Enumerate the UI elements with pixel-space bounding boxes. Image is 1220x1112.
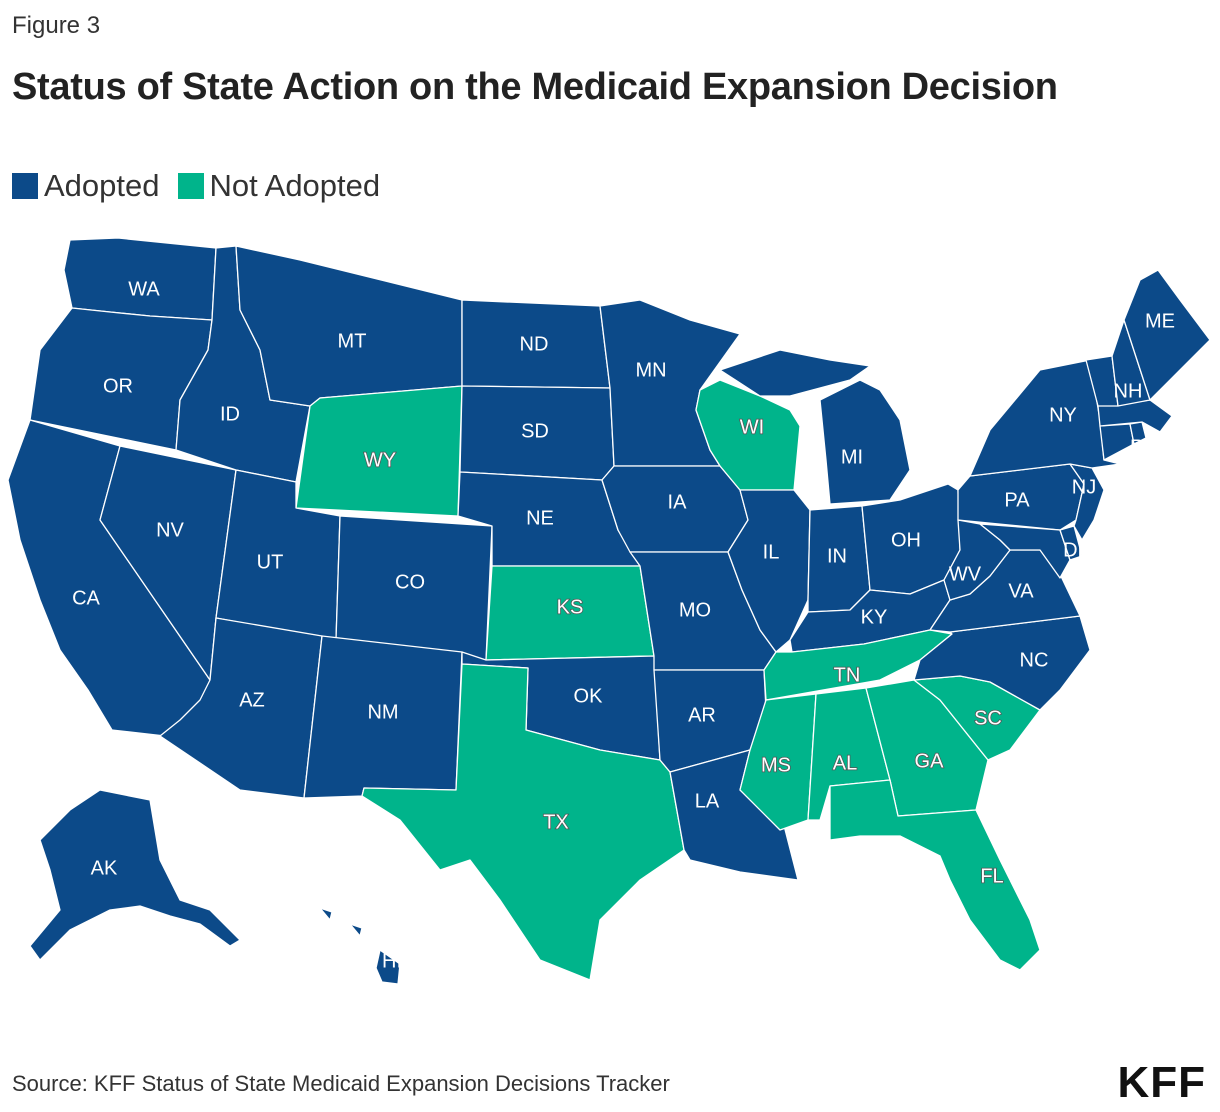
label-FL: FL <box>980 865 1003 887</box>
label-GA: GA <box>915 750 945 772</box>
label-IL: IL <box>763 541 780 563</box>
label-KS: KS <box>557 596 584 618</box>
label-TN: TN <box>834 664 861 686</box>
state-AK[interactable] <box>29 789 241 961</box>
state-MT[interactable] <box>235 245 463 407</box>
label-LA: LA <box>695 790 720 812</box>
state-FL[interactable] <box>829 779 1041 971</box>
us-map: WA OR CA NV ID MT WY UT AZ CO NM ND SD N… <box>7 237 1211 985</box>
label-WI: WI <box>740 416 764 438</box>
label-MO: MO <box>679 599 711 621</box>
label-MS: MS <box>761 754 791 776</box>
label-NM: NM <box>367 701 398 723</box>
legend-item-adopted: Adopted <box>12 168 160 204</box>
label-SC: SC <box>974 707 1002 729</box>
label-DE: DE <box>1063 539 1091 561</box>
label-UT: UT <box>257 551 284 573</box>
label-IN: IN <box>827 545 847 567</box>
label-VA: VA <box>1008 580 1034 602</box>
label-AK: AK <box>91 857 118 879</box>
state-MI[interactable] <box>719 349 911 505</box>
label-SD: SD <box>521 420 549 442</box>
legend-swatch-adopted <box>12 173 38 199</box>
label-NV: NV <box>156 519 184 541</box>
label-NJ: NJ <box>1072 476 1096 498</box>
state-CT[interactable] <box>1099 423 1135 461</box>
kff-logo: KFF <box>1117 1058 1206 1107</box>
label-NH: NH <box>1114 380 1143 402</box>
label-OK: OK <box>574 685 604 707</box>
label-NY: NY <box>1049 404 1077 426</box>
label-MI: MI <box>841 446 863 468</box>
source-note: Source: KFF Status of State Medicaid Exp… <box>12 1071 670 1096</box>
label-AL: AL <box>833 752 857 774</box>
label-PA: PA <box>1004 489 1030 511</box>
state-HI[interactable] <box>319 907 401 985</box>
label-WV: WV <box>949 563 982 585</box>
label-CA: CA <box>72 587 100 609</box>
label-HI: HI <box>382 950 402 972</box>
label-WY: WY <box>364 449 396 471</box>
label-CO: CO <box>395 571 425 593</box>
state-ME[interactable] <box>1123 269 1211 401</box>
chart-title: Status of State Action on the Medicaid E… <box>12 66 1058 108</box>
label-OR: OR <box>103 375 133 397</box>
state-DE[interactable] <box>1059 525 1083 561</box>
label-AZ: AZ <box>239 689 265 711</box>
label-OH: OH <box>891 529 921 551</box>
label-NE: NE <box>526 507 554 529</box>
legend-swatch-not-adopted <box>177 173 204 199</box>
figure-label: Figure 3 <box>12 12 101 39</box>
legend-label-not-adopted: Not Adopted <box>209 168 381 203</box>
legend-item-not-adopted: Not Adopted <box>177 168 381 204</box>
label-ND: ND <box>520 333 549 355</box>
label-ME: ME <box>1145 310 1175 332</box>
label-RI: RI <box>1130 436 1150 458</box>
label-WA: WA <box>128 278 160 300</box>
state-NC[interactable] <box>913 615 1091 711</box>
state-TX[interactable] <box>361 663 685 981</box>
label-KY: KY <box>861 606 888 628</box>
label-ID: ID <box>220 403 240 425</box>
state-NJ[interactable] <box>1069 463 1105 541</box>
label-NC: NC <box>1020 649 1049 671</box>
legend-label-adopted: Adopted <box>44 168 160 203</box>
state-labels: WA OR CA NV ID MT WY UT AZ CO NM ND SD N… <box>72 278 1175 972</box>
label-IA: IA <box>668 491 688 513</box>
label-TX: TX <box>543 811 569 833</box>
legend: Adopted Not Adopted <box>12 168 398 204</box>
label-AR: AR <box>688 704 716 726</box>
state-WY[interactable] <box>295 385 463 517</box>
label-MT: MT <box>338 330 367 352</box>
label-MN: MN <box>635 359 666 381</box>
